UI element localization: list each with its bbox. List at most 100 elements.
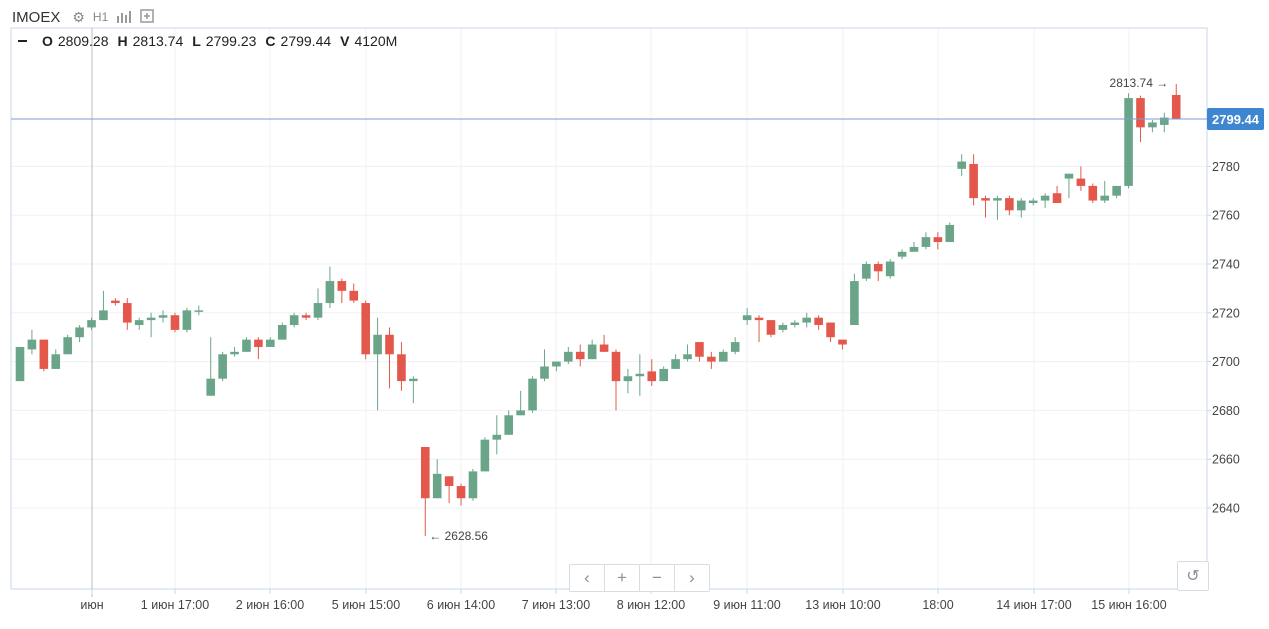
candle-body — [778, 325, 788, 330]
candle-body — [1016, 200, 1026, 211]
candle-body — [671, 359, 680, 369]
gear-icon[interactable]: ⚙ — [72, 9, 85, 25]
interval-selector[interactable]: H1 — [92, 10, 109, 24]
candle-up — [1064, 173, 1074, 199]
candle-down — [969, 154, 978, 206]
candle-body — [1028, 200, 1038, 203]
candle-down — [385, 327, 394, 389]
x-tick-label: 13 июн 10:00 — [805, 598, 880, 612]
candle-body — [1076, 178, 1086, 186]
candle-body — [981, 198, 990, 201]
candle-down — [1076, 166, 1086, 191]
candle-body — [337, 281, 347, 291]
candle-down — [170, 312, 180, 333]
y-tick-label: 2740 — [1212, 258, 1240, 272]
x-tick-label: 5 июн 15:00 — [332, 598, 400, 612]
candle-body — [289, 315, 299, 325]
candle-down — [420, 447, 430, 536]
candle-up — [409, 376, 418, 404]
y-tick-label: 2700 — [1212, 355, 1240, 369]
candle-up — [266, 337, 275, 347]
candle-down — [1005, 195, 1014, 216]
candle-body — [75, 327, 84, 338]
candle-down — [695, 342, 704, 362]
y-tick-label: 2760 — [1212, 209, 1240, 223]
candle-body — [361, 303, 370, 355]
x-tick-label: 18:00 — [922, 598, 953, 612]
candle-body — [15, 346, 25, 382]
collapse-icon[interactable] — [18, 40, 27, 42]
y-tick-label: 2640 — [1212, 502, 1240, 516]
close-label: C — [265, 33, 276, 49]
candle-body — [456, 486, 466, 499]
candle-down — [111, 298, 120, 306]
candle-body — [790, 322, 800, 325]
candle-up — [516, 390, 525, 416]
x-tick-label: 7 июн 13:00 — [522, 598, 590, 612]
low-value: 2799.23 — [205, 33, 257, 49]
candle-up — [1112, 185, 1121, 199]
candle-up — [134, 317, 144, 330]
candle-body — [611, 351, 621, 382]
x-tick-label: 6 июн 14:00 — [427, 598, 495, 612]
candle-body — [945, 224, 955, 243]
symbol-label[interactable]: IMOEX — [12, 8, 61, 26]
candle-body — [1088, 185, 1098, 201]
candle-up — [27, 329, 37, 355]
x-tick-label: 8 июн 12:00 — [617, 598, 685, 612]
candle-up — [885, 259, 895, 279]
candle-up — [850, 273, 859, 325]
zoom-out-button[interactable]: − — [640, 565, 675, 591]
candle-body — [468, 471, 478, 499]
candle-up — [587, 339, 597, 360]
candle-down — [814, 315, 823, 330]
candle-up — [51, 349, 61, 369]
candle-up — [730, 337, 740, 355]
scroll-left-button[interactable]: ‹ — [570, 565, 605, 591]
candle-body — [647, 371, 657, 382]
candle-down — [575, 344, 585, 367]
candle-down — [611, 349, 621, 411]
volume-value: 4120M — [354, 33, 398, 49]
candle-up — [718, 349, 728, 362]
y-axis: 2640 2660 2680 2700 2720 2740 2760 2780 — [1207, 160, 1240, 516]
candle-body — [587, 344, 597, 360]
candle-up — [15, 346, 25, 382]
candle-down — [456, 483, 466, 506]
bars-icon[interactable] — [116, 10, 132, 25]
candle-up — [1160, 112, 1169, 133]
reset-chart-button[interactable]: ↺ — [1177, 561, 1209, 591]
candle-body — [170, 315, 180, 330]
zoom-in-button[interactable]: + — [605, 565, 640, 591]
candle-up — [325, 266, 335, 308]
grid — [11, 28, 1207, 589]
x-tick-label: июн — [80, 598, 103, 612]
candle-body — [1064, 173, 1074, 179]
candle-body — [230, 351, 239, 355]
candle-body — [802, 317, 812, 323]
candle-up — [242, 337, 251, 352]
candle-body — [814, 317, 823, 325]
open-label: O — [42, 33, 53, 49]
candle-body — [63, 337, 72, 355]
high-value: 2813.74 — [132, 33, 184, 49]
candle-down — [397, 342, 406, 391]
candle-up — [87, 317, 96, 330]
candle-body — [766, 320, 776, 335]
candle-body — [134, 320, 144, 325]
candle-down — [254, 337, 263, 360]
last-price-label: 2799.44 — [1212, 112, 1260, 127]
candle-body — [599, 344, 609, 352]
candle-body — [695, 342, 704, 357]
plot-frame — [10, 27, 1208, 590]
scroll-right-button[interactable]: › — [689, 568, 695, 587]
candle-up — [194, 305, 204, 316]
candle-body — [313, 303, 323, 318]
y-tick-label: 2660 — [1212, 453, 1240, 467]
candle-up — [1124, 93, 1133, 189]
candle-up — [1148, 120, 1157, 133]
compare-icon[interactable] — [140, 9, 155, 25]
candle-up — [146, 312, 156, 338]
candle-body — [540, 366, 549, 379]
